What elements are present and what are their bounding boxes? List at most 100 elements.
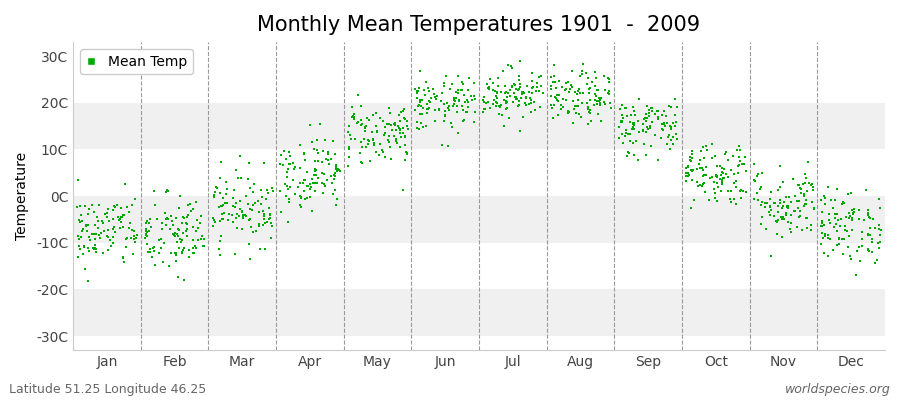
Point [482,86,496,92]
Point [863,232,878,238]
Point [842,214,856,221]
Point [534,73,548,80]
Point [172,245,186,251]
Point [821,184,835,190]
Point [464,97,479,104]
Point [124,202,139,208]
Point [292,184,306,190]
Point [455,118,470,124]
Point [157,239,171,246]
Point [707,179,722,185]
Point [160,215,175,222]
Point [587,102,601,108]
Point [825,247,840,253]
Point [635,127,650,133]
Point [523,95,537,102]
Point [229,199,243,206]
Point [558,97,572,103]
Point [341,128,356,135]
Point [77,202,92,209]
Point [196,236,211,242]
Point [162,263,176,270]
Point [711,184,725,190]
Point [305,138,320,145]
Point [663,137,678,143]
Point [662,134,676,140]
Point [393,127,408,134]
Point [503,62,517,69]
Point [571,88,585,94]
Point [615,102,629,108]
Point [619,129,634,136]
Point [257,246,272,252]
Point [263,212,277,218]
Point [144,224,158,230]
Point [525,90,539,96]
Point [697,172,711,178]
Point [499,106,513,112]
Point [623,137,637,144]
Point [837,236,851,242]
Point [382,121,396,128]
Point [724,188,738,194]
Point [320,149,335,156]
Point [256,208,270,214]
Point [103,218,117,224]
Point [487,97,501,104]
Point [213,203,228,210]
Point [418,122,433,129]
Point [330,196,345,202]
Point [382,144,397,150]
Point [868,225,882,231]
Point [88,242,103,248]
Point [400,150,415,156]
Point [119,244,133,250]
Point [847,206,861,212]
Point [640,102,654,109]
Point [240,201,255,207]
Point [124,227,139,234]
Point [826,205,841,211]
Point [806,206,821,212]
Point [773,184,788,190]
Point [104,242,118,249]
Point [490,95,504,102]
Point [384,122,399,128]
Point [187,250,202,256]
Point [687,197,701,204]
Point [73,202,87,209]
Point [312,120,327,127]
Point [212,190,227,196]
Point [517,90,531,96]
Point [298,176,312,183]
Point [439,73,454,79]
Point [594,118,608,124]
Point [86,208,101,215]
Point [748,178,762,184]
Point [718,151,733,158]
Point [862,214,877,220]
Point [410,95,425,102]
Point [393,108,408,115]
Point [556,104,571,110]
Point [519,94,534,101]
Point [623,130,637,137]
Point [554,106,568,112]
Point [153,244,167,251]
Point [829,221,843,228]
Point [310,146,324,153]
Point [534,83,548,89]
Point [845,227,859,233]
Point [227,187,241,194]
Point [81,206,95,212]
Point [76,226,90,232]
Point [476,109,491,115]
Point [228,250,242,257]
Point [485,101,500,107]
Point [283,184,297,190]
Point [447,96,462,102]
Point [190,217,204,223]
Point [185,237,200,243]
Point [869,256,884,263]
Point [212,218,227,224]
